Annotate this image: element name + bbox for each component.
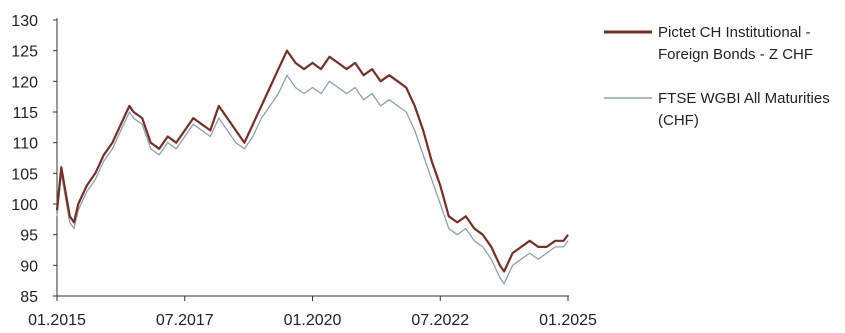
y-tick-label: 90: [20, 258, 38, 275]
y-tick-label: 85: [20, 289, 38, 306]
legend-label: Foreign Bonds - Z CHF: [658, 46, 813, 63]
legend-label: FTSE WGBI All Maturities: [658, 90, 830, 107]
series-line-ftse: [56, 74, 569, 285]
y-tick-label: 105: [11, 166, 38, 183]
y-tick-label: 115: [12, 105, 38, 122]
x-tick-label: 01.2025: [539, 312, 597, 329]
legend-label: (CHF): [658, 112, 699, 129]
y-tick-label: 110: [12, 136, 38, 153]
y-tick-label: 95: [20, 228, 38, 245]
x-tick-label: 07.2022: [411, 312, 469, 329]
legend: Pictet CH Institutional - Foreign Bonds -…: [604, 24, 830, 129]
legend-label: Pictet CH Institutional -: [658, 24, 811, 41]
y-tick-label: 130: [11, 13, 38, 30]
x-axis: 01.2015 07.2017 01.2020 07.2022 01.2025: [28, 295, 597, 329]
series-line-pictet: [55, 49, 569, 273]
x-tick-label: 01.2020: [284, 312, 342, 329]
series-layer: [55, 49, 569, 285]
y-axis: 85 90 95 100 105 110 115 120 125 130: [11, 13, 58, 306]
y-tick-label: 125: [11, 44, 38, 61]
x-tick-label: 01.2015: [28, 312, 86, 329]
y-tick-label: 100: [11, 197, 38, 214]
x-tick-label: 07.2017: [156, 312, 214, 329]
y-tick-label: 120: [11, 74, 38, 91]
